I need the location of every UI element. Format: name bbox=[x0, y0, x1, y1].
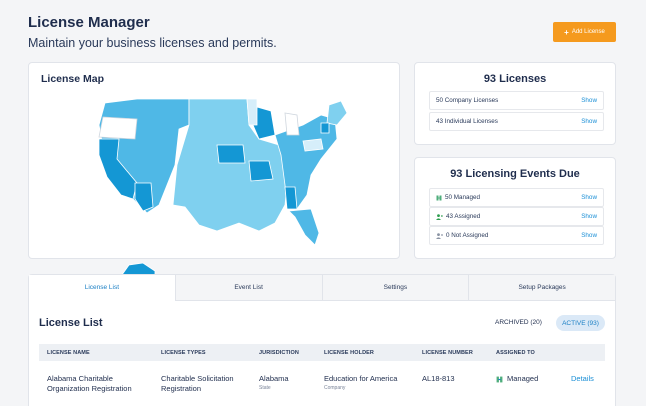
events-card: 93 Licensing Events Due 50 Managed Show … bbox=[414, 157, 616, 259]
not-assigned-show-link[interactable]: Show bbox=[581, 232, 597, 239]
not-assigned-row: 0 Not Assigned Show bbox=[429, 226, 604, 245]
map-region-vermont[interactable] bbox=[320, 122, 330, 134]
individual-licenses-row: 43 Individual Licenses Show bbox=[429, 112, 604, 131]
user-assigned-icon bbox=[436, 213, 443, 220]
map-region-oregon[interactable] bbox=[98, 116, 138, 140]
license-holder-cell: Education for America Company bbox=[324, 374, 397, 393]
details-link[interactable]: Details bbox=[571, 374, 594, 383]
license-holder-type: Company bbox=[324, 385, 346, 391]
column-license-name[interactable]: LICENSE NAME bbox=[47, 349, 90, 356]
assigned-label: 43 Assigned bbox=[446, 213, 481, 220]
jurisdiction-cell: Alabama State bbox=[259, 374, 289, 393]
license-type-line1: Charitable Solicitation bbox=[161, 374, 234, 383]
company-licenses-label: 50 Company Licenses bbox=[436, 97, 499, 104]
archived-filter[interactable]: ARCHIVED (20) bbox=[495, 319, 542, 326]
license-map-title: License Map bbox=[41, 73, 105, 85]
individual-licenses-label: 43 Individual Licenses bbox=[436, 118, 498, 125]
table-row[interactable]: Alabama Charitable Organization Registra… bbox=[39, 361, 605, 401]
map-region-california[interactable] bbox=[98, 138, 138, 200]
assigned-to-cell: Managed bbox=[496, 374, 538, 384]
managed-row: 50 Managed Show bbox=[429, 188, 604, 207]
add-license-label: Add License bbox=[571, 29, 605, 35]
map-region-pennsylvania[interactable] bbox=[302, 138, 324, 152]
page-title: License Manager bbox=[28, 14, 150, 31]
column-license-types[interactable]: LICENSE TYPES bbox=[161, 349, 206, 356]
building-icon bbox=[436, 195, 442, 200]
license-holder-value: Education for America bbox=[324, 374, 398, 383]
license-map-card: License Map bbox=[28, 62, 400, 302]
page-subtitle: Maintain your business licenses and perm… bbox=[28, 36, 277, 50]
column-jurisdiction[interactable]: JURISDICTION bbox=[259, 349, 300, 356]
jurisdiction-value: Alabama bbox=[259, 374, 289, 383]
add-license-button[interactable]: + Add License bbox=[553, 22, 616, 42]
map-region-arizona[interactable] bbox=[134, 182, 154, 212]
company-licenses-show-link[interactable]: Show bbox=[581, 97, 597, 104]
active-filter[interactable]: ACTIVE (93) bbox=[556, 315, 605, 331]
managed-show-link[interactable]: Show bbox=[581, 194, 597, 201]
tab-settings[interactable]: Settings bbox=[321, 275, 469, 300]
assigned-to-value: Managed bbox=[507, 374, 539, 383]
map-region-east[interactable] bbox=[274, 114, 338, 210]
license-name-line2: Organization Registration bbox=[47, 384, 132, 393]
assigned-show-link[interactable]: Show bbox=[581, 213, 597, 220]
license-number-cell: AL18-813 bbox=[422, 374, 455, 383]
licenses-card: 93 Licenses 50 Company Licenses Show 43 … bbox=[414, 62, 616, 145]
license-name-line1: Alabama Charitable bbox=[47, 374, 113, 383]
map-region-missouri[interactable] bbox=[248, 160, 274, 182]
events-title: 93 Licensing Events Due bbox=[450, 168, 580, 180]
tab-bar: License List Event List Settings Setup P… bbox=[29, 275, 615, 301]
individual-licenses-show-link[interactable]: Show bbox=[581, 118, 597, 125]
plus-icon: + bbox=[564, 27, 569, 37]
managed-label: 50 Managed bbox=[445, 194, 481, 201]
map-region-michigan[interactable] bbox=[284, 112, 300, 136]
map-region-minnesota[interactable] bbox=[246, 98, 258, 126]
managed-label-group: 50 Managed bbox=[436, 194, 480, 201]
tab-event-list[interactable]: Event List bbox=[174, 275, 322, 300]
not-assigned-label-group: 0 Not Assigned bbox=[436, 232, 488, 239]
license-name-cell: Alabama Charitable Organization Registra… bbox=[47, 374, 132, 394]
map-region-mid[interactable] bbox=[216, 144, 246, 164]
jurisdiction-type: State bbox=[259, 385, 271, 391]
column-license-holder[interactable]: LICENSE HOLDER bbox=[324, 349, 374, 356]
company-licenses-row: 50 Company Licenses Show bbox=[429, 91, 604, 110]
license-list-title: License List bbox=[39, 317, 103, 329]
map-region-newengland[interactable] bbox=[326, 100, 348, 126]
not-assigned-label: 0 Not Assigned bbox=[446, 232, 489, 239]
map-region-florida[interactable] bbox=[288, 208, 320, 246]
tab-license-list[interactable]: License List bbox=[29, 275, 175, 301]
user-unassigned-icon bbox=[436, 232, 443, 239]
column-license-number[interactable]: LICENSE NUMBER bbox=[422, 349, 473, 356]
license-type-cell: Charitable Solicitation Registration bbox=[161, 374, 234, 394]
column-assigned-to[interactable]: ASSIGNED TO bbox=[496, 349, 535, 356]
licenses-title: 93 Licenses bbox=[483, 73, 547, 85]
license-list-card: License List Event List Settings Setup P… bbox=[28, 274, 616, 406]
assigned-label-group: 43 Assigned bbox=[436, 213, 480, 220]
table-header: LICENSE NAME LICENSE TYPES JURISDICTION … bbox=[39, 344, 605, 361]
map-region-alabama[interactable] bbox=[284, 186, 298, 210]
building-icon bbox=[496, 376, 503, 382]
license-type-line2: Registration bbox=[161, 384, 202, 393]
assigned-row: 43 Assigned Show bbox=[429, 207, 604, 226]
map-region-central[interactable] bbox=[172, 98, 290, 232]
tab-setup-packages[interactable]: Setup Packages bbox=[468, 275, 615, 300]
